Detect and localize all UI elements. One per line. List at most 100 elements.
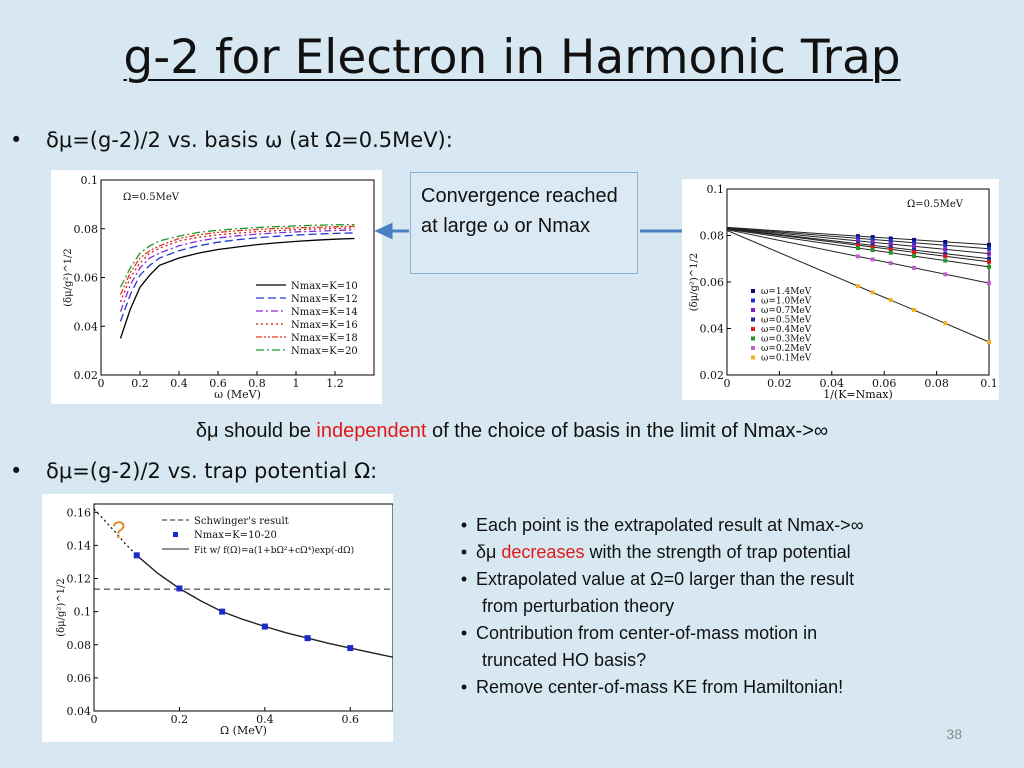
data-point (856, 243, 860, 248)
bullet-text: δμ=(g-2)/2 vs. basis ω (at Ω=0.5MeV): (46, 128, 453, 152)
series-line (119, 237, 355, 339)
x-tick-label: 0 (98, 377, 105, 390)
note-segment: Each point is the extrapolated result at… (476, 515, 864, 535)
y-axis-label: (δμ/g²)^1/2 (689, 253, 700, 312)
note-highlight: decreases (501, 542, 585, 562)
x-tick-label: 0.4 (256, 713, 274, 726)
legend-label: ω=1.4MeV (761, 287, 812, 297)
data-point (987, 246, 991, 251)
y-tick-label: 0.16 (67, 506, 92, 519)
y-tick-label: 0.1 (81, 174, 99, 187)
legend-marker (751, 336, 755, 341)
data-point (888, 242, 893, 247)
legend-label: Nmax=K=12 (291, 294, 358, 305)
series-line (119, 223, 355, 288)
independence-statement: δμ should be independent of the choice o… (0, 420, 1024, 443)
x-axis-label: 1/(K=Nmax) (823, 388, 893, 400)
legend-label-points: Nmax=K=10-20 (194, 530, 277, 541)
series-line (119, 227, 355, 303)
x-tick-label: 0 (724, 377, 731, 390)
y-tick-label: 0.06 (67, 672, 92, 685)
note-text: Contribution from center-of-mass motion … (476, 620, 817, 674)
data-point (856, 254, 860, 259)
data-point (870, 235, 875, 240)
legend-label-schwinger: Schwinger's result (194, 516, 289, 527)
data-point (912, 240, 917, 245)
data-point (888, 297, 893, 302)
data-point (856, 234, 860, 239)
note-bullet: • (460, 515, 468, 535)
data-point (987, 281, 991, 286)
data-point (943, 243, 948, 248)
note-bullet: • (460, 677, 468, 697)
data-point (888, 261, 893, 266)
note-segment: Contribution from center-of-mass motion … (476, 623, 818, 643)
data-point (870, 237, 875, 242)
plot-vs-inverse-nmax-svg: 0 0.02 0.04 0.06 0.08 0.10.020.040.060.080.11… (689, 183, 998, 400)
data-point (912, 237, 917, 242)
note-item: • δμ decreases with the strength of trap … (452, 539, 1012, 566)
statement-after: of the choice of basis in the limit of N… (426, 420, 829, 442)
data-point (304, 635, 311, 642)
fit-curve (136, 554, 393, 658)
data-point (261, 623, 268, 630)
bullet-dot: • (10, 459, 23, 483)
note-bullet: • (460, 569, 468, 589)
data-point (912, 307, 917, 312)
convergence-callout: Convergence reached at large ω or Nmax (410, 172, 638, 274)
x-tick-label: 0 (91, 713, 98, 726)
data-point (870, 290, 875, 295)
data-point (870, 248, 875, 253)
legend-marker (751, 308, 755, 312)
y-tick-label: 0.14 (67, 539, 92, 552)
legend-label: Nmax=K=10 (291, 281, 358, 292)
data-point (219, 608, 226, 615)
legend-marker (751, 317, 755, 322)
legend-label-fit: Fit w/ f(Ω)=a(1+bΩ²+cΩ⁴)exp(-dΩ) (194, 545, 354, 556)
x-tick-label: 0.4 (170, 377, 188, 390)
series-line (119, 232, 355, 322)
x-tick-label: 0.06 (872, 377, 897, 390)
notes-list: • Each point is the extrapolated result a… (452, 512, 1012, 701)
data-point (347, 645, 354, 652)
data-point (133, 552, 140, 559)
data-point (987, 242, 991, 247)
note-item: • Contribution from center-of-mass motion… (452, 620, 1012, 674)
arrow-left-head (374, 222, 393, 240)
note-text: Each point is the extrapolated result at… (476, 512, 864, 539)
note-item: • Extrapolated value at Ω=0 larger than t… (452, 566, 1012, 620)
legend-marker (751, 346, 755, 350)
data-point (943, 247, 948, 252)
plot-vs-omega-svg: 0 0.2 0.4 0.6 0.8 1 1.2 0.02 0.04 0.06 0.08 0.1 ω (M… (63, 174, 375, 401)
y-tick-label: 0.1 (707, 183, 725, 196)
x-tick-label: 0.02 (767, 377, 792, 390)
x-tick-label: 0.1 (980, 377, 998, 390)
legend-label: Nmax=K=20 (291, 346, 358, 357)
data-point (943, 272, 948, 277)
y-tick-label: 0.08 (67, 639, 92, 652)
y-tick-label: 0.06 (700, 276, 725, 289)
data-point (987, 339, 991, 344)
note-bullet: • (460, 542, 468, 562)
x-tick-label: 0.04 (820, 377, 845, 390)
x-tick-label: 0.8 (248, 377, 266, 390)
data-point (943, 254, 948, 259)
data-point (856, 236, 860, 241)
x-axis-label: ω (MeV) (214, 388, 261, 401)
note-segment: with the strength of trap potential (584, 542, 851, 562)
plot-vs-trap-potential-svg: 0 0.2 0.4 0.6 0.04 0.06 0.08 0.1 0.12 0.14 0.16 Ω (… (56, 503, 393, 737)
note-segment: δμ (476, 542, 502, 562)
x-tick-label: 1.2 (326, 377, 344, 390)
question-mark: ? (112, 517, 125, 544)
bullet-text: δμ=(g-2)/2 vs. trap potential Ω: (46, 459, 378, 483)
data-point (943, 251, 948, 256)
legend-label: ω=0.1MeV (761, 354, 812, 364)
note-item: • Each point is the extrapolated result a… (452, 512, 1012, 539)
note-bullet: • (460, 623, 468, 643)
data-point (943, 321, 948, 326)
bullet-dot: • (10, 128, 23, 152)
data-point (987, 251, 991, 256)
y-axis-label: (δμ/g²)^1/2 (63, 248, 74, 307)
y-tick-label: 0.08 (700, 230, 725, 243)
data-point (870, 240, 875, 245)
